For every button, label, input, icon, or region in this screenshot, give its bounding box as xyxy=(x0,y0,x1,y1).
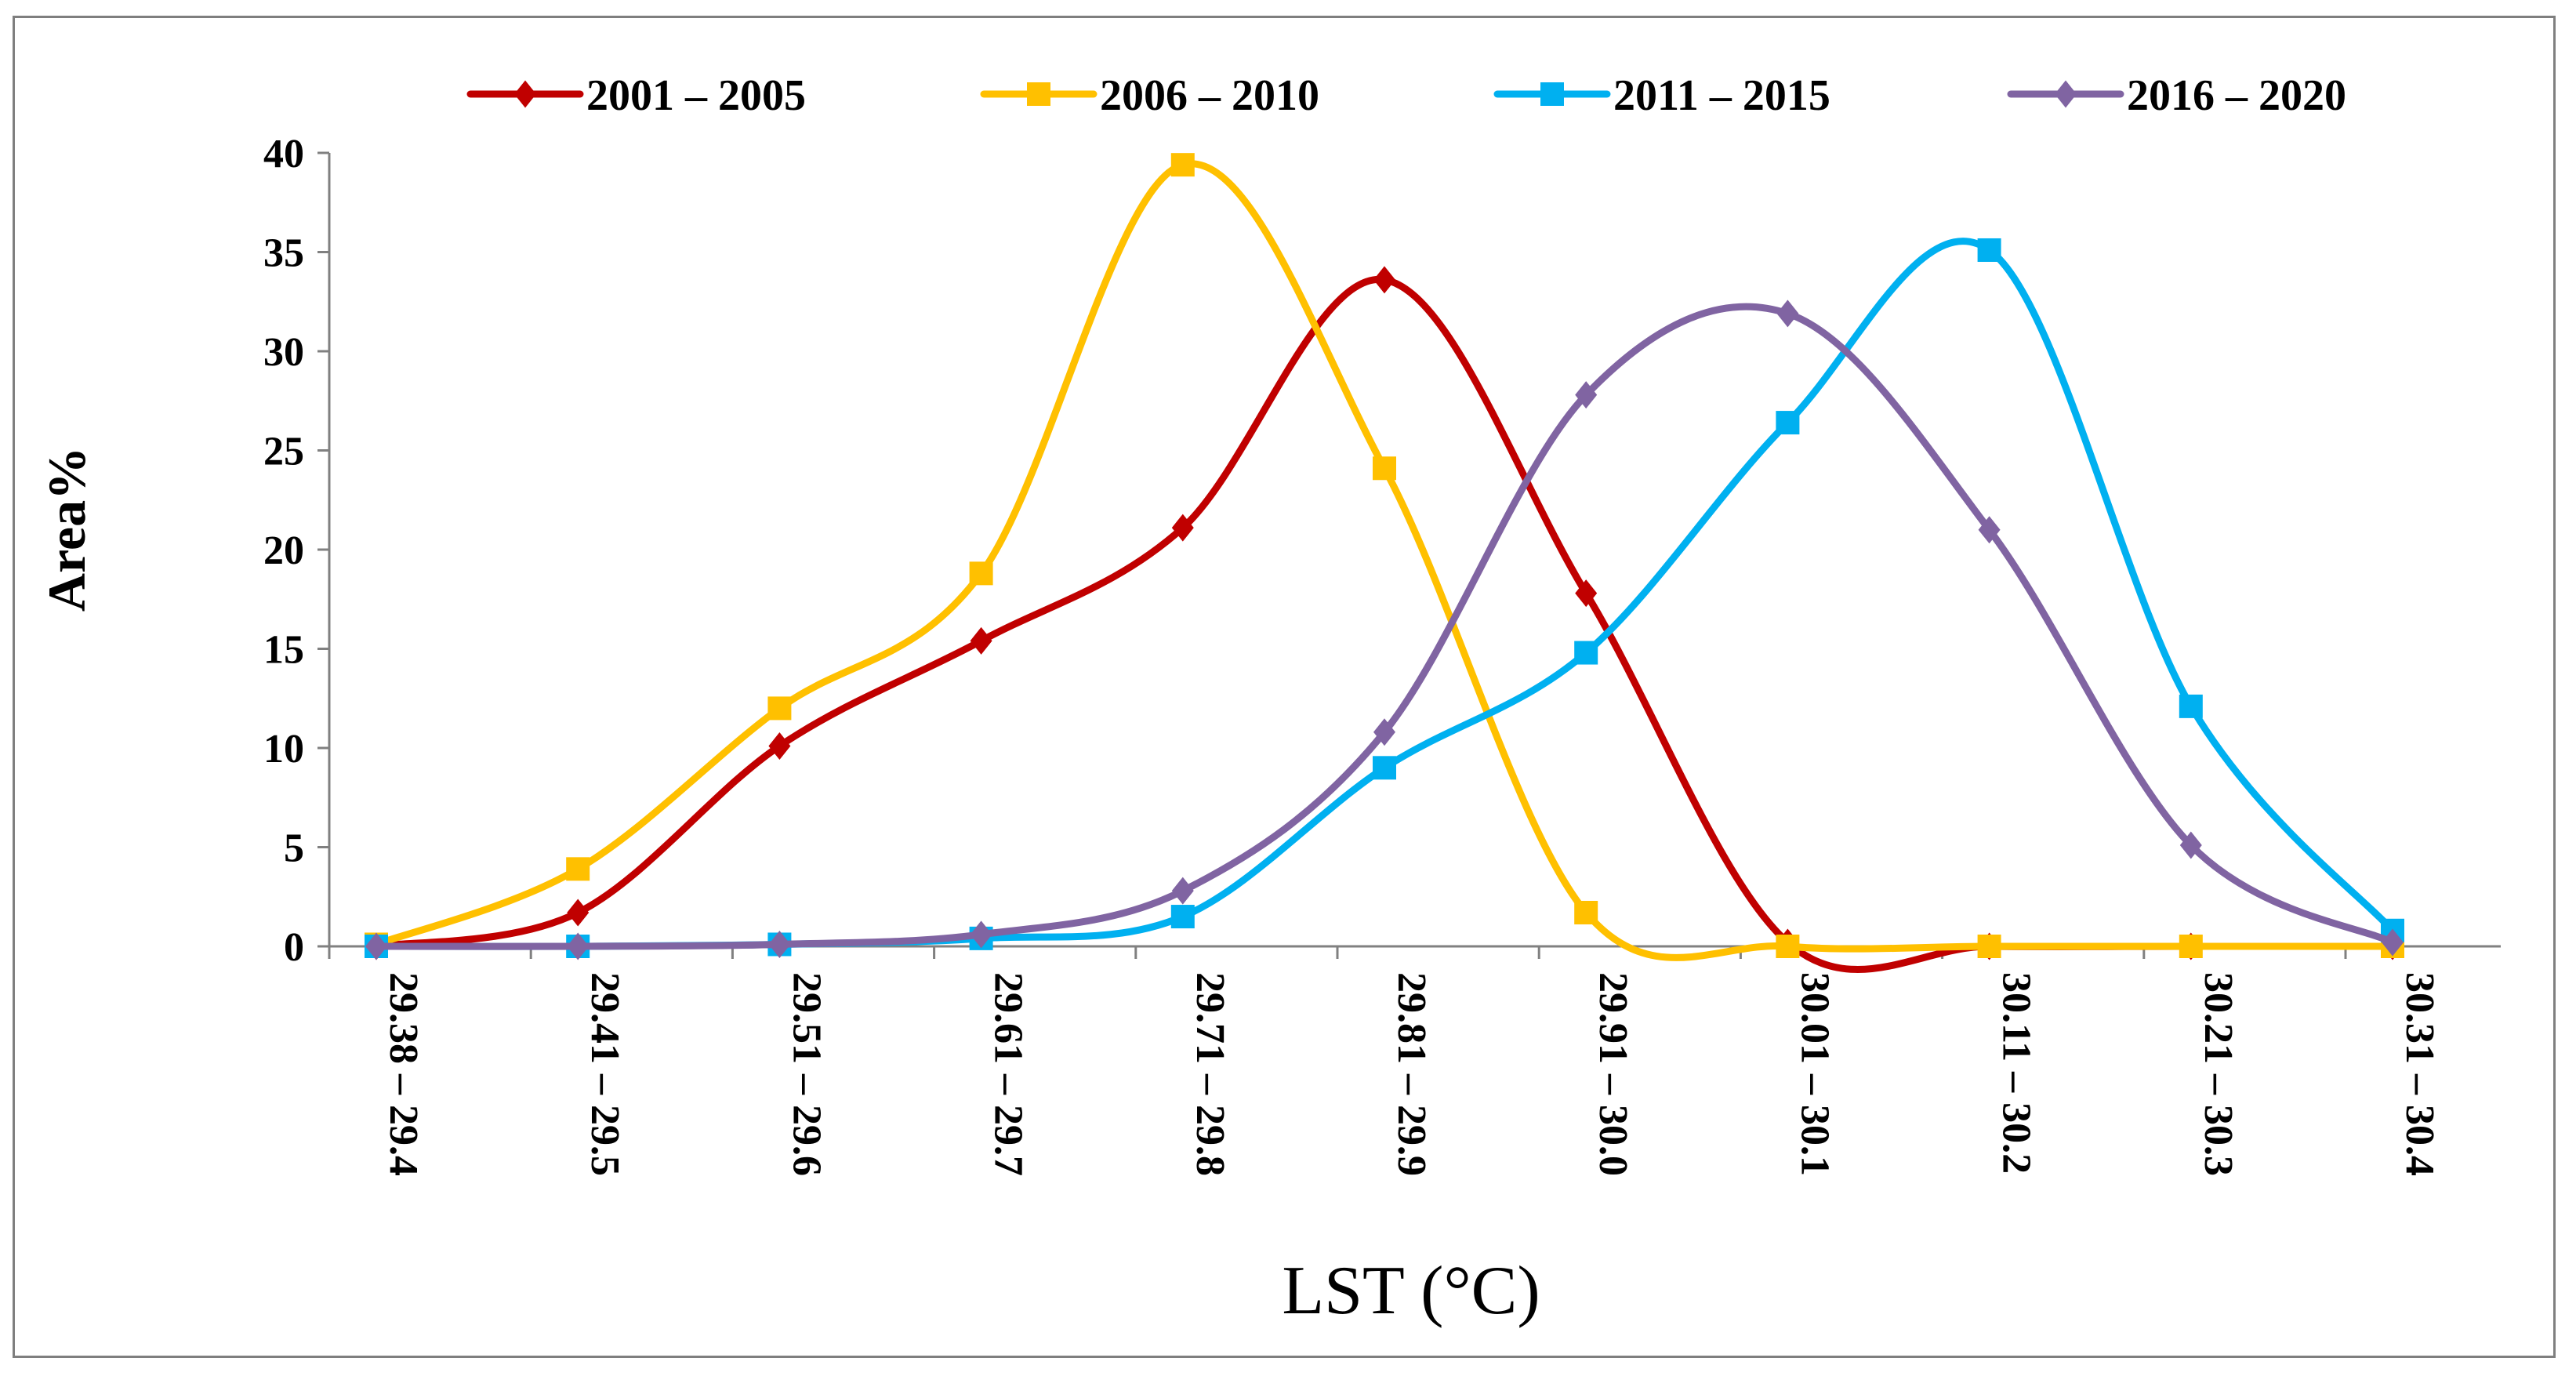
y-tick-label: 0 xyxy=(284,925,304,970)
series-1 xyxy=(365,266,2404,973)
series-line xyxy=(372,303,2396,950)
data-point xyxy=(2179,935,2203,958)
x-tick-label: 30.31 – 30.4 xyxy=(2397,972,2442,1176)
data-point xyxy=(1575,381,1598,409)
legend-item-2: 2006 – 2010 xyxy=(980,71,1319,120)
x-tick-label: 30.01 – 30.1 xyxy=(1792,972,1837,1176)
data-point xyxy=(1373,266,1395,294)
y-tick-label: 25 xyxy=(263,430,304,474)
data-point xyxy=(1170,905,1195,929)
y-axis-title: Area% xyxy=(37,447,96,612)
legend-label: 2016 – 2020 xyxy=(2127,71,2346,120)
y-axis: 0 5 10 15 20 25 30 35 40 xyxy=(263,132,331,970)
data-point xyxy=(970,920,992,949)
data-point xyxy=(767,696,792,721)
data-point xyxy=(1977,935,2001,958)
data-point xyxy=(970,626,992,655)
data-point xyxy=(1373,756,1396,780)
x-tick-label: 29.71 – 29.8 xyxy=(1188,972,1232,1176)
data-point xyxy=(567,899,590,927)
data-point xyxy=(1373,456,1396,481)
x-axis: 29.38 – 29.4 29.41 – 29.5 29.51 – 29.6 29.6… xyxy=(328,945,2501,1176)
y-tick-label: 30 xyxy=(263,330,304,375)
data-point xyxy=(1776,935,1800,958)
x-tick-label: 30.11 – 30.2 xyxy=(1994,972,2039,1174)
data-point xyxy=(1574,641,1598,665)
legend-swatch-marker xyxy=(1027,82,1050,106)
data-point xyxy=(1575,579,1598,608)
legend-label: 2001 – 2005 xyxy=(586,71,806,120)
data-point xyxy=(1171,514,1194,542)
data-point xyxy=(1776,411,1800,435)
data-point xyxy=(2179,694,2203,718)
data-point xyxy=(2179,831,2202,859)
y-tick-label: 10 xyxy=(263,727,304,772)
legend-item-1: 2001 – 2005 xyxy=(466,71,806,120)
data-point xyxy=(567,932,590,960)
y-tick-label: 15 xyxy=(263,628,304,673)
data-point xyxy=(1170,153,1195,177)
legend-label: 2011 – 2015 xyxy=(1613,71,1830,120)
x-tick-label: 29.38 – 29.4 xyxy=(381,972,426,1176)
x-tick-label: 29.61 – 29.7 xyxy=(986,972,1031,1176)
data-point xyxy=(1171,877,1194,905)
data-point xyxy=(768,732,791,760)
y-tick-label: 20 xyxy=(263,528,304,573)
data-point xyxy=(768,930,791,958)
x-tick-label: 29.51 – 29.6 xyxy=(784,972,829,1176)
legend: 2001 – 2005 2006 – 2010 2011 – 2015 2016 – … xyxy=(466,71,2346,120)
data-point xyxy=(2382,928,2404,957)
legend-item-4: 2016 – 2020 xyxy=(2007,71,2346,120)
legend-item-3: 2011 – 2015 xyxy=(1493,71,1830,120)
data-point xyxy=(969,561,993,586)
legend-label: 2006 – 2010 xyxy=(1100,71,1319,120)
data-point xyxy=(1978,516,2001,544)
legend-swatch-marker xyxy=(1540,82,1564,106)
data-point xyxy=(1574,900,1598,924)
series-3 xyxy=(365,238,2404,958)
data-point xyxy=(1977,238,2001,262)
x-tick-label: 29.81 – 29.9 xyxy=(1389,972,1434,1176)
legend-swatch-marker xyxy=(514,80,536,108)
data-point xyxy=(1373,718,1395,746)
x-tick-label: 29.41 – 29.5 xyxy=(582,972,627,1176)
x-tick-label: 30.21 – 30.3 xyxy=(2196,972,2240,1176)
series-line xyxy=(372,238,2396,950)
data-point xyxy=(365,932,387,960)
chart-frame xyxy=(13,16,2556,1358)
data-point xyxy=(566,857,590,881)
y-tick-label: 40 xyxy=(263,132,304,176)
legend-swatch-marker xyxy=(2055,80,2077,108)
y-tick-label: 5 xyxy=(284,826,304,871)
series-layer xyxy=(365,153,2404,973)
data-point xyxy=(1776,300,1799,328)
x-tick-label: 29.91 – 30.0 xyxy=(1591,972,1635,1176)
series-4 xyxy=(365,300,2404,960)
y-tick-label: 35 xyxy=(263,231,304,276)
x-axis-title: LST (°C) xyxy=(1282,1253,1540,1329)
series-line xyxy=(372,276,2396,973)
